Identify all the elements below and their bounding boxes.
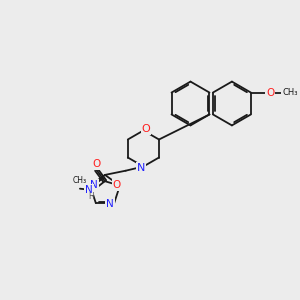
Text: O: O bbox=[92, 159, 101, 170]
Text: O: O bbox=[266, 88, 274, 98]
Text: CH₃: CH₃ bbox=[282, 88, 298, 97]
Text: CH₃: CH₃ bbox=[72, 176, 86, 185]
Text: N: N bbox=[137, 163, 145, 173]
Text: N: N bbox=[106, 199, 114, 209]
Text: N: N bbox=[85, 184, 93, 195]
Text: N: N bbox=[91, 180, 98, 190]
Text: H: H bbox=[88, 192, 94, 201]
Text: O: O bbox=[141, 124, 150, 134]
Text: O: O bbox=[113, 180, 121, 190]
